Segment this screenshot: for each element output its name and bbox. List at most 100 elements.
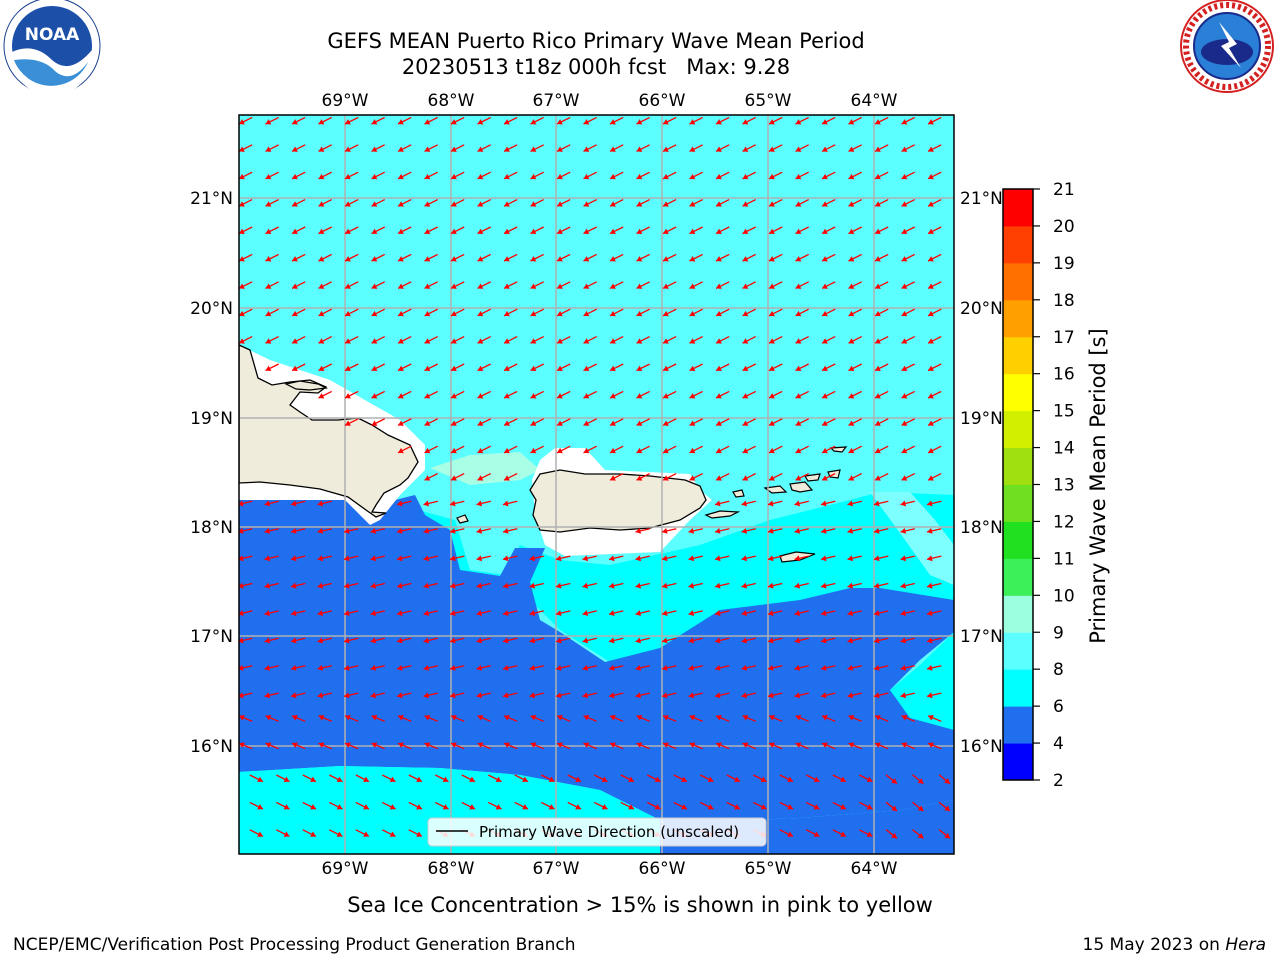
wave-arrow-head: [397, 610, 403, 616]
wave-arrow-head: [636, 310, 643, 317]
period-4-6-zone-north: [239, 495, 954, 822]
wave-arrow-head: [689, 338, 696, 344]
wave-arrow-head: [442, 804, 449, 810]
wave-arrow-head: [715, 500, 721, 507]
wave-arrow-head: [875, 393, 881, 399]
wave-arrow-head: [477, 742, 484, 748]
wave-arrow-head: [715, 582, 721, 589]
wave-arrow-head: [901, 475, 908, 481]
wave-arrow-head: [450, 582, 456, 589]
wave-arrow-head: [662, 664, 668, 671]
wave-arrow-head: [336, 804, 343, 810]
wave-arrow-head: [370, 582, 377, 589]
wave-arrow-head: [451, 146, 457, 152]
wave-arrow-head: [398, 256, 404, 262]
wave-arrow-head: [504, 447, 510, 454]
wave-arrow-head: [398, 201, 404, 207]
wave-arrow-head: [292, 338, 298, 344]
wave-arrow-head: [847, 664, 854, 671]
wave-arrow-head: [689, 256, 696, 262]
wave-arrow-head: [875, 365, 881, 372]
wave-arrow-head: [451, 173, 457, 180]
wave-arrow-head: [477, 714, 484, 721]
wave-arrow-head: [504, 146, 510, 152]
wave-arrow-head: [636, 228, 643, 235]
wave-arrow-head: [769, 119, 775, 125]
wave-arrow-head: [424, 310, 431, 317]
wave-arrow-head: [901, 365, 908, 372]
wave-arrow-head: [371, 310, 378, 317]
wave-arrow-head: [318, 338, 325, 344]
wave-arrow-head: [292, 173, 298, 180]
wave-arrow-head: [504, 742, 510, 748]
colorbar-tick-label: 20: [1053, 217, 1075, 237]
wave-arrow-head: [610, 119, 616, 125]
wave-arrow-head: [424, 447, 431, 454]
lat-label: 17°N: [960, 627, 1003, 647]
wave-arrow-head: [398, 447, 404, 454]
wave-arrow-head: [318, 283, 325, 289]
wave-arrow-head: [742, 475, 749, 481]
colorbar-tick-label: 13: [1053, 476, 1075, 496]
wave-arrow-head: [822, 146, 828, 152]
wave-arrow-head: [715, 637, 721, 644]
wave-arrow-head: [503, 527, 509, 534]
wave-arrow-head: [345, 256, 351, 262]
wave-arrow-head: [875, 146, 881, 152]
wave-arrow-head: [663, 228, 669, 235]
wave-arrow-head: [689, 447, 696, 454]
wave-arrow-head: [847, 527, 854, 534]
wave-arrow-head: [663, 475, 669, 481]
wave-arrow-head: [787, 804, 793, 810]
wave-arrow-head: [292, 310, 298, 317]
colorbar-tick-label: 8: [1053, 660, 1064, 680]
wave-arrow-head: [476, 527, 483, 534]
wave-arrow-head: [344, 582, 350, 589]
wave-arrow-head: [310, 831, 316, 837]
wave-arrow-head: [451, 283, 457, 289]
wave-arrow-head: [477, 119, 484, 125]
wave-arrow-head: [901, 338, 908, 344]
lat-label: 16°N: [960, 737, 1003, 757]
colorbar-label: Primary Wave Mean Period [s]: [1086, 328, 1110, 644]
wave-arrow-head: [530, 447, 537, 454]
wave-arrow-head: [636, 338, 643, 344]
wave-arrow-head: [901, 742, 908, 748]
wave-arrow-head: [469, 776, 475, 783]
wave-arrow-head: [769, 393, 775, 399]
wave-arrow-head: [901, 119, 908, 125]
wave-arrow-head: [292, 283, 298, 289]
wave-arrow-head: [636, 393, 643, 399]
wave-arrow-head: [451, 420, 457, 426]
wave-arrow-head: [556, 582, 562, 589]
period-6-8-zone-east: [890, 632, 954, 730]
wave-arrow-head: [688, 610, 695, 616]
wave-arrow-head: [848, 338, 855, 344]
wave-arrow-head: [557, 714, 563, 721]
wave-arrow-head: [900, 582, 907, 589]
lon-label: 69°W: [322, 859, 369, 879]
wave-arrow-head: [557, 119, 563, 125]
wave-arrow-head: [583, 256, 590, 262]
wave-arrow-head: [371, 256, 378, 262]
wave-arrow-head: [795, 201, 802, 207]
wave-arrow-head: [610, 365, 616, 372]
wave-arrow-head: [504, 283, 510, 289]
wave-arrow-head: [398, 228, 404, 235]
wave-arrow-head: [662, 527, 668, 534]
wave-arrow-head: [716, 338, 722, 344]
wave-arrow-head: [742, 228, 749, 235]
wave-arrow-head: [504, 338, 510, 344]
wave-arrow-head: [476, 500, 483, 507]
wave-arrow-head: [424, 714, 431, 721]
wave-arrow-head: [344, 692, 350, 699]
wave-arrow-head: [291, 555, 297, 562]
wave-arrow-head: [397, 637, 403, 644]
wave-arrow-head: [636, 283, 643, 289]
wave-arrow-head: [794, 664, 801, 671]
wave-arrow-head: [424, 393, 431, 399]
wave-arrow-head: [875, 201, 881, 207]
wave-arrow-head: [901, 201, 908, 207]
wave-arrow-head: [370, 692, 377, 699]
wave-arrow-head: [529, 664, 536, 671]
